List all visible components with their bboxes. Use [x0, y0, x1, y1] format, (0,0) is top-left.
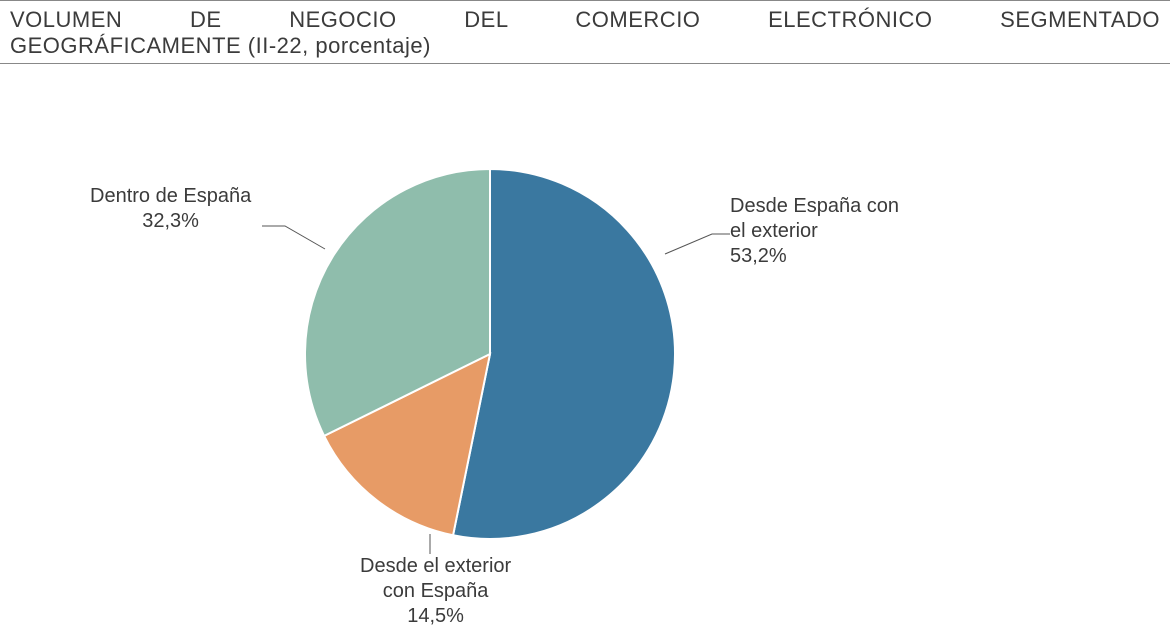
slice-label-line: Desde España con: [730, 194, 899, 219]
slice-label-desde_espana_exterior: Desde España conel exterior53,2%: [730, 194, 899, 269]
slice-label-dentro_espana: Dentro de España32,3%: [90, 184, 251, 234]
chart-title-line1: VOLUMEN DE NEGOCIO DEL COMERCIO ELECTRÓN…: [10, 7, 1160, 33]
pie-chart: Desde España conel exterior53,2% Desde el…: [0, 64, 1170, 614]
chart-title-line2: GEOGRÁFICAMENTE (II-22, porcentaje): [10, 33, 1160, 59]
slice-label-line: el exterior: [730, 219, 899, 244]
leader-desde_espana_exterior: [665, 234, 730, 254]
chart-title: VOLUMEN DE NEGOCIO DEL COMERCIO ELECTRÓN…: [0, 0, 1170, 64]
slice-label-line: Dentro de España: [90, 184, 251, 209]
slice-label-line: 14,5%: [360, 604, 511, 629]
slice-label-line: con España: [360, 579, 511, 604]
slice-label-line: 53,2%: [730, 244, 899, 269]
leader-dentro_espana: [262, 226, 325, 249]
pie-svg: [0, 64, 1170, 614]
slice-label-line: Desde el exterior: [360, 554, 511, 579]
slice-label-line: 32,3%: [90, 209, 251, 234]
slice-label-desde_exterior_espana: Desde el exteriorcon España14,5%: [360, 554, 511, 629]
